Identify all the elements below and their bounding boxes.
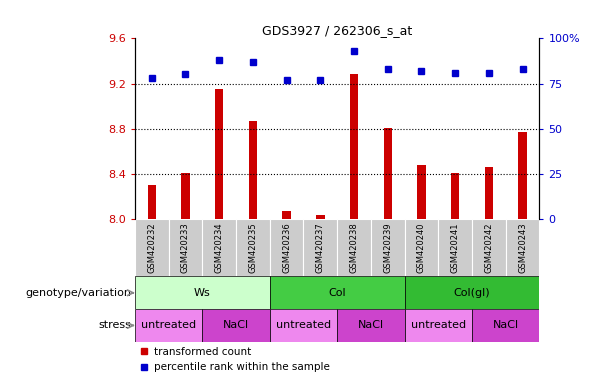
Bar: [438, 219, 472, 276]
Bar: [337, 219, 371, 276]
Bar: [519, 132, 527, 219]
Bar: [384, 127, 392, 219]
Bar: [249, 121, 257, 219]
Bar: [316, 215, 324, 219]
Text: untreated: untreated: [411, 320, 466, 331]
Text: GSM420235: GSM420235: [248, 222, 257, 273]
Bar: [169, 219, 202, 276]
Text: GSM420233: GSM420233: [181, 222, 190, 273]
Legend: transformed count, percentile rank within the sample: transformed count, percentile rank withi…: [140, 347, 329, 372]
Bar: [135, 309, 202, 342]
Text: NaCl: NaCl: [223, 320, 249, 331]
Text: GSM420232: GSM420232: [147, 222, 156, 273]
Text: genotype/variation: genotype/variation: [26, 288, 132, 298]
Text: Col(gl): Col(gl): [454, 288, 490, 298]
Bar: [148, 185, 156, 219]
Text: NaCl: NaCl: [358, 320, 384, 331]
Text: GSM420240: GSM420240: [417, 222, 426, 273]
Bar: [451, 173, 459, 219]
Text: GSM420238: GSM420238: [349, 222, 359, 273]
Title: GDS3927 / 262306_s_at: GDS3927 / 262306_s_at: [262, 24, 413, 37]
Text: untreated: untreated: [276, 320, 331, 331]
Text: GSM420241: GSM420241: [451, 222, 460, 273]
Bar: [350, 74, 358, 219]
Text: GSM420242: GSM420242: [484, 222, 493, 273]
Bar: [270, 219, 303, 276]
Bar: [337, 309, 405, 342]
Bar: [283, 211, 291, 219]
Text: stress: stress: [99, 320, 132, 331]
Bar: [236, 219, 270, 276]
Bar: [485, 167, 493, 219]
Bar: [417, 165, 425, 219]
Text: Ws: Ws: [194, 288, 211, 298]
Bar: [472, 309, 539, 342]
Bar: [270, 276, 405, 309]
Text: GSM420234: GSM420234: [215, 222, 224, 273]
Bar: [405, 309, 472, 342]
Bar: [202, 309, 270, 342]
Text: untreated: untreated: [141, 320, 196, 331]
Bar: [215, 89, 223, 219]
Bar: [472, 219, 506, 276]
Bar: [405, 276, 539, 309]
Text: GSM420243: GSM420243: [518, 222, 527, 273]
Bar: [202, 219, 236, 276]
Bar: [181, 173, 189, 219]
Text: NaCl: NaCl: [493, 320, 519, 331]
Text: GSM420237: GSM420237: [316, 222, 325, 273]
Bar: [506, 219, 539, 276]
Bar: [135, 276, 270, 309]
Bar: [405, 219, 438, 276]
Bar: [303, 219, 337, 276]
Bar: [135, 219, 169, 276]
Text: GSM420239: GSM420239: [383, 222, 392, 273]
Bar: [371, 219, 405, 276]
Bar: [270, 309, 337, 342]
Text: GSM420236: GSM420236: [282, 222, 291, 273]
Text: Col: Col: [329, 288, 346, 298]
